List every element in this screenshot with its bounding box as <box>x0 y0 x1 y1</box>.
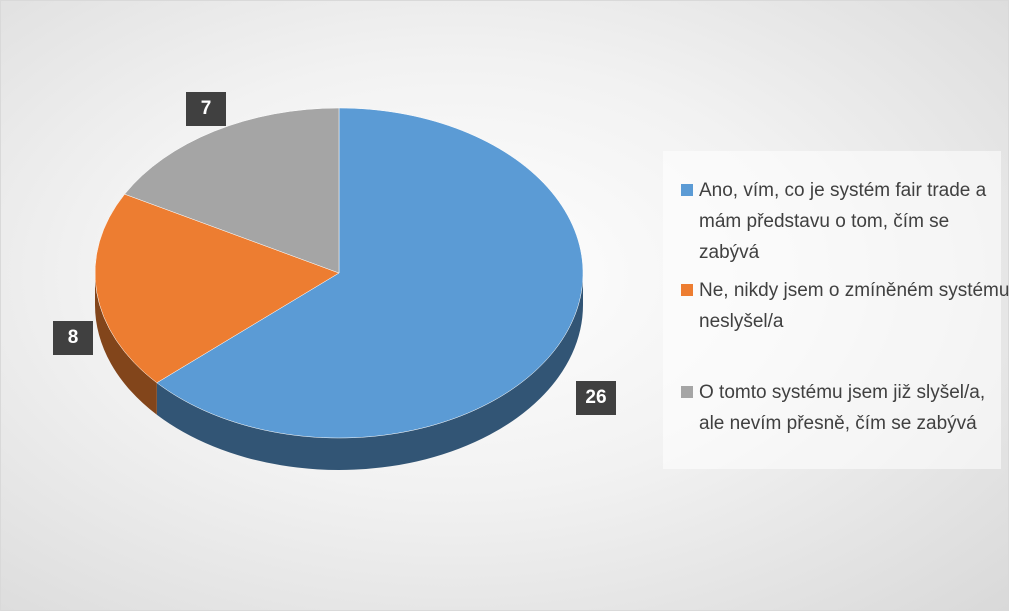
legend-label: Ano, vím, co je systém fair trade a mám … <box>699 180 987 263</box>
data-label: 7 <box>186 92 226 126</box>
pie-side <box>95 273 157 415</box>
legend-label: O tomto systému jsem již slyšel/a, ale n… <box>699 382 986 434</box>
pie-slice <box>124 107 340 274</box>
legend: Ano, vím, co je systém fair trade a mám … <box>663 151 1009 469</box>
legend-swatch <box>681 284 693 296</box>
pie-side <box>156 273 584 470</box>
data-label: 8 <box>53 321 93 355</box>
legend-item: O tomto systému jsem již slyšel/a, ale n… <box>681 377 1009 439</box>
pie-slice <box>94 193 340 384</box>
legend-item: Ne, nikdy jsem o zmíněném systému neslyš… <box>681 275 1009 337</box>
data-label: 26 <box>576 381 616 415</box>
pie-slice <box>156 107 584 439</box>
legend-swatch <box>681 386 693 398</box>
legend-label: Ne, nikdy jsem o zmíněném systému neslyš… <box>699 280 1009 332</box>
legend-item: Ano, vím, co je systém fair trade a mám … <box>681 175 1009 268</box>
legend-swatch <box>681 184 693 196</box>
